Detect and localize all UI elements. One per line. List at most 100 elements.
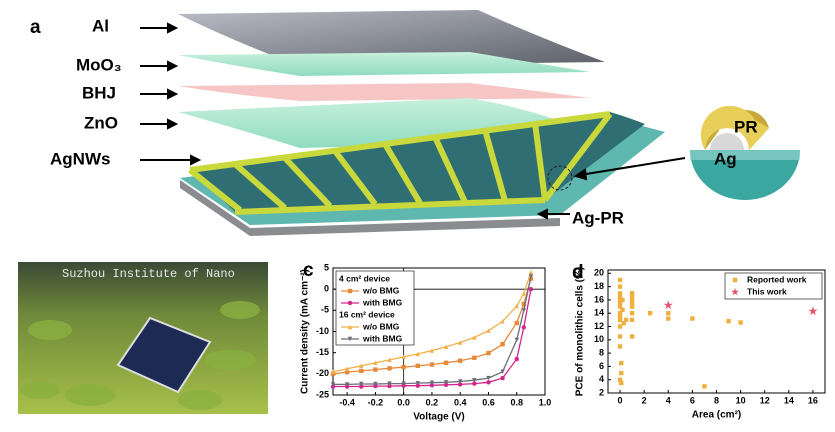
x-tick-label: 0.2 [426,397,439,407]
panel-label: d [572,262,584,283]
marker [629,311,635,316]
marker [347,288,353,294]
x-tick-label: 0.6 [482,397,495,407]
marker [373,360,378,366]
inset-pr-top [700,105,769,150]
y-tick-label: 0 [324,284,329,294]
marker [690,316,695,321]
callout-label: Ag-PR [572,208,624,227]
x-tick-label: 0.4 [454,397,467,407]
marker [528,274,534,279]
marker [344,366,350,371]
series-line [333,276,532,386]
marker [617,311,623,316]
layer-label: Al [92,16,109,35]
arrows [140,22,686,220]
marker [415,380,420,386]
layer-label: ZnO [84,113,118,132]
x-tick-label: 0 [618,395,623,405]
marker [429,348,435,353]
y-tick-label: 14 [594,308,604,318]
x-tick-label: 8 [714,395,719,405]
panel-label: c [303,260,314,281]
marker [629,294,635,299]
legend-title: 4 cm² device [339,273,390,283]
marker [617,377,623,382]
legend-box [724,272,823,300]
marker [359,363,364,368]
marker [500,319,505,324]
inset-substrate [690,150,800,200]
marker [443,360,449,366]
marker [330,369,336,374]
photo-sign: Suzhou Institute of Nano [62,267,235,281]
y-tick-label: 5 [324,262,329,272]
legend-label: w/o BMG [362,321,400,331]
bhj-layer [178,83,590,101]
x-tick-label: 16 [808,395,818,405]
marker [617,301,623,306]
chart-c: c -0.4 -0.2 0.0 0.2 0.4 0.6 0.8 1.0 -25 -20 -15 -10 -… [300,260,552,423]
marker [666,311,671,316]
marker [663,300,673,310]
marker [617,291,623,296]
marker [619,380,624,386]
y-tick-label: -5 [321,305,329,315]
legend-box [335,270,415,346]
marker [472,381,477,386]
marker [347,300,353,306]
marker [629,301,635,306]
marker [514,303,519,309]
layer-label: BHJ [82,83,116,102]
x-tick-label: 12 [760,395,770,405]
marker [521,301,526,307]
marker [528,270,534,275]
marker [732,277,738,283]
x-tick-label: 1.0 [539,397,552,407]
marker [415,363,420,368]
marker [415,351,420,357]
marker [429,380,435,385]
marker [617,324,623,329]
marker [620,307,625,313]
inset-ag [710,133,744,150]
marker [617,277,623,283]
marker [619,370,624,376]
marker [617,317,623,323]
marker [621,320,626,326]
x-tick-label: 10 [736,395,746,405]
marker [521,308,526,313]
x-axis-label: Voltage (V) [413,412,464,423]
y-tick-label: 8 [599,347,604,357]
y-tick-label: -25 [316,389,329,399]
marker [486,380,491,385]
y-axis-label: Current density (mA cm⁻²) [300,269,311,394]
legend-label: with BMG [362,297,403,307]
x-tick-label: 0.8 [510,397,523,407]
x-axis-label: Area (cm²) [692,410,741,421]
marker [347,336,353,342]
marker [359,381,364,387]
marker [472,377,477,383]
legend-label: with BMG [362,333,403,343]
marker [726,318,731,324]
agnw-network [190,112,645,212]
legend-label: w/o BMG [362,285,400,295]
moo3-layer [178,52,590,76]
x-tick-label: 0.0 [397,397,410,407]
marker [472,335,477,340]
x-tick-label: -0.4 [339,397,355,407]
y-tick-label: 16 [594,294,604,304]
marker [387,357,392,363]
x-tick-label: 4 [666,395,671,405]
marker [458,358,463,363]
marker [629,334,635,339]
legend-label: Reported work [747,274,807,284]
marker [617,334,623,339]
marker [458,379,463,384]
marker [629,297,635,303]
marker [629,291,635,296]
y-tick-label: 10 [594,334,604,344]
marker [344,369,350,375]
x-tick-label: 2 [642,395,647,405]
